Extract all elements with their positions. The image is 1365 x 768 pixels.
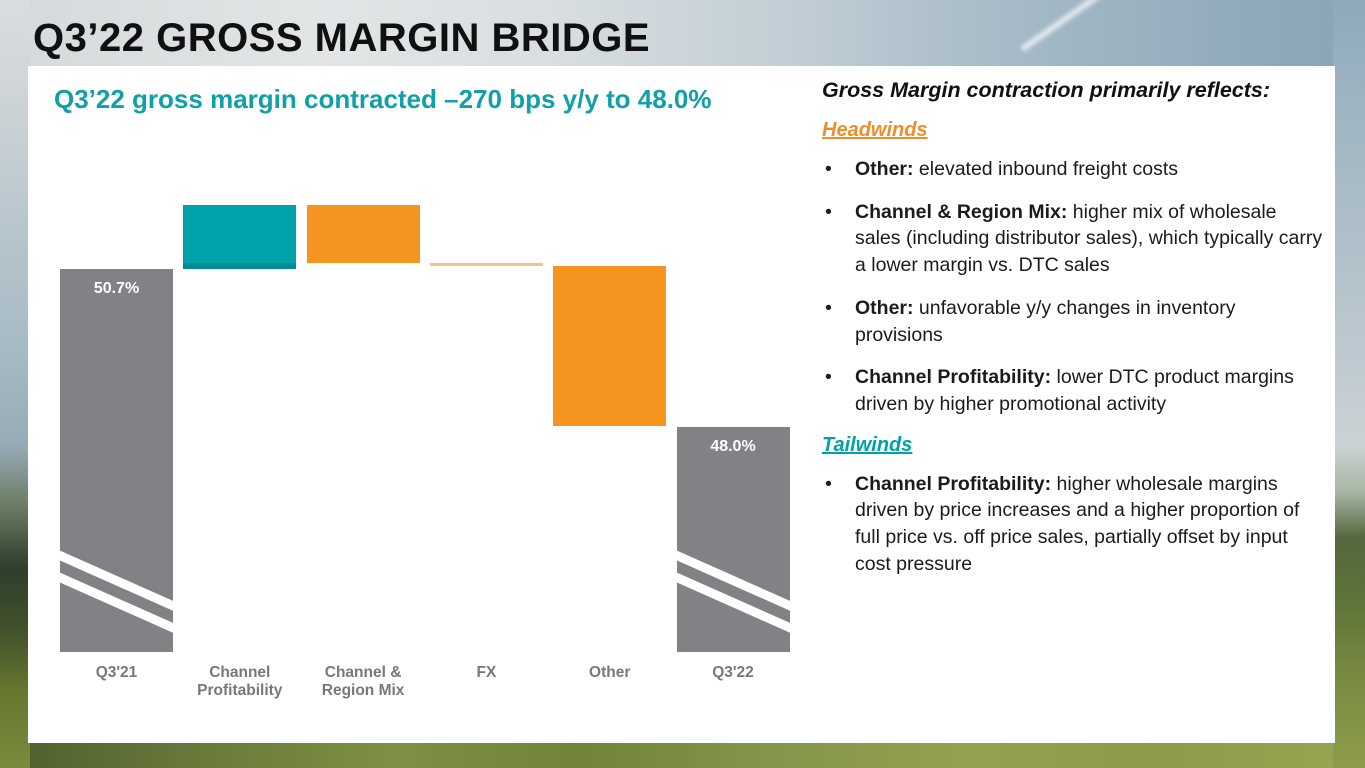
bullet-dot: • — [825, 366, 832, 389]
x-axis-label-q3-22: Q3'22 — [712, 664, 754, 681]
bullet-item: • Channel & Region Mix: higher mix of who… — [822, 199, 1326, 279]
bar-value-label-q3-22: 48.0% — [710, 437, 756, 455]
background-photo-grass-strip — [30, 741, 1333, 768]
section-heading-headwinds: Headwinds — [822, 119, 928, 141]
contrail-cloud-streak — [1020, 0, 1196, 52]
gross-margin-waterfall-chart: 50.7% Q3'21 Channel Profitability Channel &… — [28, 66, 820, 743]
bar-fx — [429, 263, 543, 267]
bullet-lead: Channel & Region Mix: — [855, 200, 1068, 223]
x-axis-label-channel-profitability: Channel Profitability — [197, 664, 283, 700]
bullet-dot: • — [825, 472, 832, 495]
bullet-lead: Channel Profitability: — [855, 366, 1052, 389]
x-axis-label-fx: FX — [476, 664, 497, 681]
bullet-lead: Channel Profitability: — [855, 472, 1052, 495]
bullet-item: • Other: unfavorable y/y changes in inven… — [822, 295, 1326, 348]
bullet-item: • Other: elevated inbound freight costs — [822, 156, 1326, 183]
bullet-dot: • — [825, 200, 832, 223]
commentary-header: Gross Margin contraction primarily refle… — [822, 78, 1271, 102]
bar-q3-22: 48.0% — [676, 426, 790, 652]
bar-other — [553, 266, 667, 427]
bullet-text: Other: elevated inbound freight costs — [855, 158, 1179, 180]
bullet-dot: • — [825, 296, 832, 319]
bar-channel-region-mix — [306, 204, 420, 264]
background-photo-left-strip — [0, 0, 30, 768]
x-axis-label-channel-region-mix: Channel & Region Mix — [321, 664, 405, 700]
bullet-text: Channel & Region Mix: higher mix of whol… — [855, 200, 1323, 277]
bullet-lead: Other: — [855, 296, 914, 319]
x-axis-label-other: Other — [589, 664, 631, 681]
commentary: Gross Margin contraction primarily refle… — [822, 78, 1326, 593]
background-photo-right-strip — [1333, 0, 1365, 768]
bar-value-label-q3-21: 50.7% — [93, 280, 140, 297]
content-card: Q3’22 gross margin contracted –270 bps y… — [28, 66, 1335, 743]
chart-title: Q3’22 gross margin contracted –270 bps y… — [54, 84, 712, 114]
bar-q3-21: 50.7% — [60, 269, 173, 652]
x-axis-label-q3-21: Q3'21 — [95, 664, 138, 681]
bullet-text: Channel Profitability: higher wholesale … — [855, 472, 1300, 575]
bullet-item: • Channel Profitability: lower DTC produc… — [822, 364, 1326, 417]
section-heading-tailwinds: Tailwinds — [822, 433, 913, 456]
bullet-item: • Channel Profitability: higher wholesale… — [822, 471, 1326, 578]
background-photo-sky-strip — [30, 0, 1333, 68]
bullet-dot: • — [825, 158, 832, 180]
bullet-text: Other: unfavorable y/y changes in invent… — [855, 296, 1236, 346]
bullet-text: Channel Profitability: lower DTC product… — [855, 366, 1294, 415]
bullet-lead: Other: — [855, 158, 914, 180]
slide-title: Q3’22 GROSS MARGIN BRIDGE — [33, 16, 651, 60]
bar-channel-profitability — [183, 204, 297, 269]
